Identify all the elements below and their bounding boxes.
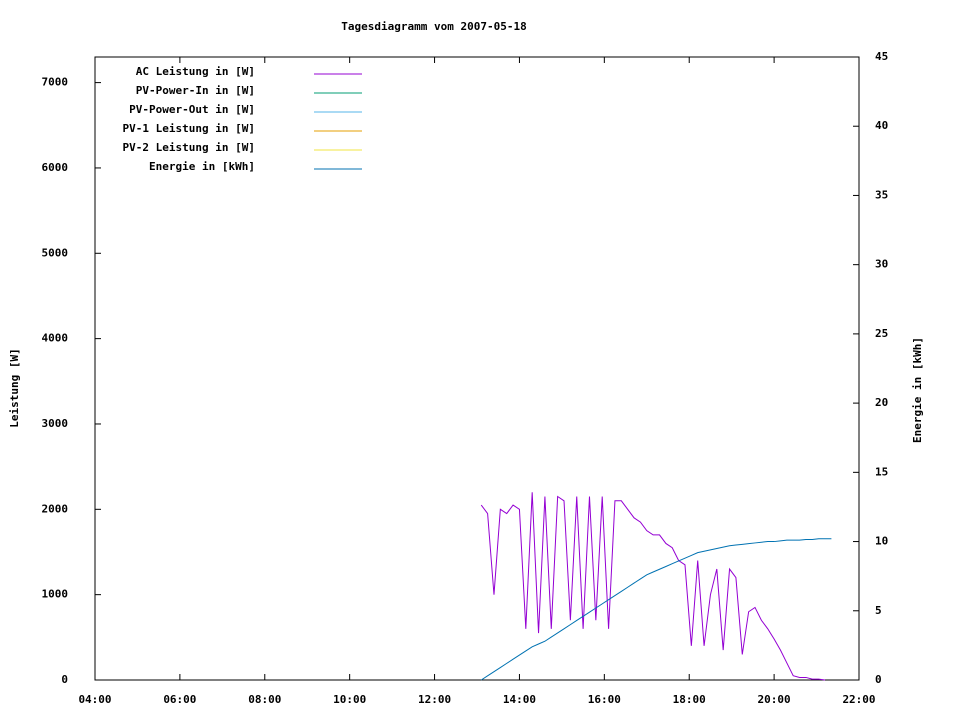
x-tick-label: 10:00 [333,693,366,706]
series-line [480,538,832,681]
y2-axis-label: Energie in [kWh] [911,337,924,443]
legend-label: Energie in [kWh] [149,160,255,173]
legend-label: PV-Power-Out in [W] [129,103,255,116]
y2-tick-label: 15 [875,465,888,478]
x-tick-label: 16:00 [588,693,621,706]
x-tick-label: 04:00 [78,693,111,706]
y2-tick-label: 10 [875,535,888,548]
x-tick-label: 14:00 [503,693,536,706]
y-tick-label: 3000 [42,417,69,430]
y-tick-label: 0 [61,673,68,686]
y2-tick-label: 35 [875,188,888,201]
chart-title: Tagesdiagramm vom 2007-05-18 [341,20,526,33]
x-tick-label: 06:00 [163,693,196,706]
y-axis-label: Leistung [W] [8,348,21,427]
y2-tick-label: 20 [875,396,888,409]
plot-frame [94,56,860,681]
series-line [480,492,826,681]
y2-tick-label: 5 [875,604,882,617]
y2-tick-label: 25 [875,327,888,340]
y-tick-label: 6000 [42,161,69,174]
x-tick-label: 20:00 [758,693,791,706]
x-tick-label: 22:00 [842,693,875,706]
legend-label: AC Leistung in [W] [136,65,255,78]
y-tick-label: 4000 [42,332,69,345]
y2-tick-label: 30 [875,258,888,271]
legend-label: PV-1 Leistung in [W] [123,122,255,135]
y-tick-label: 2000 [42,502,69,515]
x-tick-label: 12:00 [418,693,451,706]
y-tick-label: 7000 [42,76,69,89]
y2-tick-label: 0 [875,673,882,686]
y2-tick-label: 45 [875,50,888,63]
x-tick-label: 18:00 [673,693,706,706]
legend-label: PV-Power-In in [W] [136,84,255,97]
y-tick-label: 1000 [42,588,69,601]
y2-tick-label: 40 [875,119,888,132]
y-tick-label: 5000 [42,246,69,259]
x-tick-label: 08:00 [248,693,281,706]
legend-label: PV-2 Leistung in [W] [123,141,255,154]
